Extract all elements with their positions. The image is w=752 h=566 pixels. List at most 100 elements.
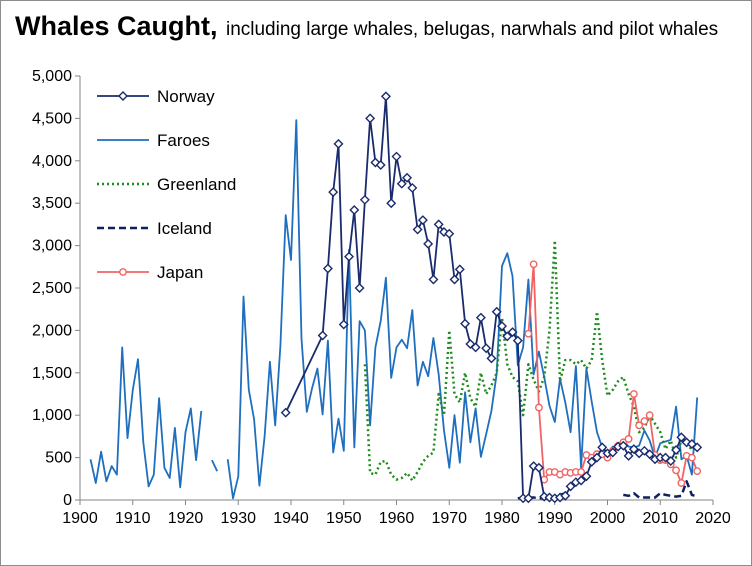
data-point-norway (380, 91, 391, 102)
axes: 0 500 1,000 1,500 2,000 2,500 3,000 3,500 4,000 4… (32, 68, 731, 527)
data-point-norway (349, 204, 360, 215)
data-point-norway (386, 198, 397, 209)
data-point-norway (475, 312, 486, 323)
data-point-norway (449, 274, 460, 285)
x-tick-label: 1940 (273, 510, 309, 527)
x-tick-label: 1980 (484, 510, 520, 527)
data-point-norway (481, 343, 492, 354)
x-tick-label: 2020 (695, 510, 731, 527)
data-point-japan (640, 417, 649, 426)
chart-title-row: Whales Caught, including large whales, b… (15, 11, 718, 42)
data-point-norway (618, 440, 629, 451)
x-tick-label: 1920 (168, 510, 204, 527)
legend-item-faroes: Faroes (97, 131, 210, 150)
data-point-japan (672, 466, 680, 475)
data-point-japan (577, 468, 586, 476)
data-point-norway (417, 215, 428, 226)
series-line-greenland (363, 239, 698, 482)
series-norway (280, 91, 703, 504)
data-point-norway (391, 151, 402, 162)
data-point-norway (607, 447, 618, 458)
x-tick-label: 1960 (379, 510, 415, 527)
x-tick-label: 1950 (326, 510, 362, 527)
data-point-norway (433, 219, 444, 230)
data-point-norway (454, 264, 465, 275)
data-point-norway (486, 353, 497, 364)
data-point-norway (322, 263, 333, 274)
legend-label-faroes: Faroes (157, 131, 210, 150)
y-tick-label: 3,500 (32, 195, 72, 212)
legend-label-iceland: Iceland (157, 219, 212, 238)
data-point-norway (581, 471, 592, 482)
data-point-norway (344, 251, 355, 262)
data-point-norway (502, 331, 513, 342)
data-point-norway (507, 327, 518, 338)
data-point-norway (338, 319, 349, 330)
data-point-japan (535, 403, 543, 412)
data-point-norway (460, 318, 471, 329)
data-point-norway (692, 442, 703, 453)
data-point-norway (375, 160, 386, 171)
y-tick-label: 1,500 (32, 365, 72, 382)
data-point-japan (529, 260, 538, 269)
data-point-japan (693, 467, 702, 476)
legend: Norway Faroes Greenland Iceland Japan (97, 87, 236, 282)
data-point-norway (428, 274, 439, 285)
x-tick-label: 2010 (642, 510, 678, 527)
y-tick-label: 5,000 (32, 68, 72, 85)
data-point-norway (328, 187, 339, 198)
series-layer (89, 91, 703, 504)
x-tick-label: 1900 (62, 510, 98, 527)
data-point-norway (359, 194, 370, 205)
chart-subtitle: including large whales, belugas, narwhal… (225, 19, 719, 40)
y-tick-label: 2,500 (32, 280, 72, 297)
series-line-faroes (89, 346, 203, 489)
data-point-norway (365, 113, 376, 124)
data-point-norway (560, 490, 571, 501)
data-point-norway (591, 452, 602, 463)
data-point-norway (565, 481, 576, 492)
chart-title: Whales Caught, (15, 11, 218, 41)
legend-item-norway: Norway (97, 87, 215, 106)
series-line-faroes (211, 459, 219, 472)
data-point-norway (407, 182, 418, 193)
legend-item-greenland: Greenland (97, 175, 236, 194)
x-tick-label: 1910 (115, 510, 151, 527)
data-point-norway (497, 321, 507, 332)
data-point-norway (533, 462, 544, 473)
data-point-norway (412, 224, 423, 235)
legend-item-iceland: Iceland (97, 219, 212, 238)
data-point-norway (444, 228, 455, 239)
legend-label-norway: Norway (157, 87, 215, 106)
x-tick-label: 2000 (590, 510, 626, 527)
legend-marker-norway (118, 91, 128, 101)
legend-label-japan: Japan (157, 263, 203, 282)
data-point-japan (524, 329, 533, 338)
legend-label-greenland: Greenland (157, 175, 236, 194)
legend-item-japan: Japan (97, 263, 203, 282)
data-point-norway (512, 335, 523, 346)
data-point-norway (396, 178, 407, 189)
data-point-japan (624, 435, 633, 443)
y-tick-label: 0 (63, 492, 72, 509)
x-tick-label: 1930 (220, 510, 256, 527)
data-point-norway (280, 407, 291, 418)
data-point-japan (635, 421, 644, 430)
data-point-norway (628, 444, 639, 455)
y-tick-label: 2,000 (32, 322, 72, 339)
data-point-japan (688, 453, 696, 462)
x-tick-label: 1990 (537, 510, 573, 527)
data-point-norway (423, 238, 434, 249)
data-point-japan (629, 390, 638, 398)
data-point-norway (402, 172, 413, 183)
y-tick-label: 3,000 (32, 238, 72, 255)
data-point-norway (523, 493, 534, 504)
y-tick-label: 1,000 (32, 407, 72, 424)
data-point-japan (677, 479, 686, 487)
data-point-norway (317, 330, 328, 341)
series-line-iceland (623, 480, 698, 499)
data-point-norway (576, 475, 587, 486)
data-point-norway (491, 306, 502, 317)
data-point-norway (354, 283, 365, 293)
